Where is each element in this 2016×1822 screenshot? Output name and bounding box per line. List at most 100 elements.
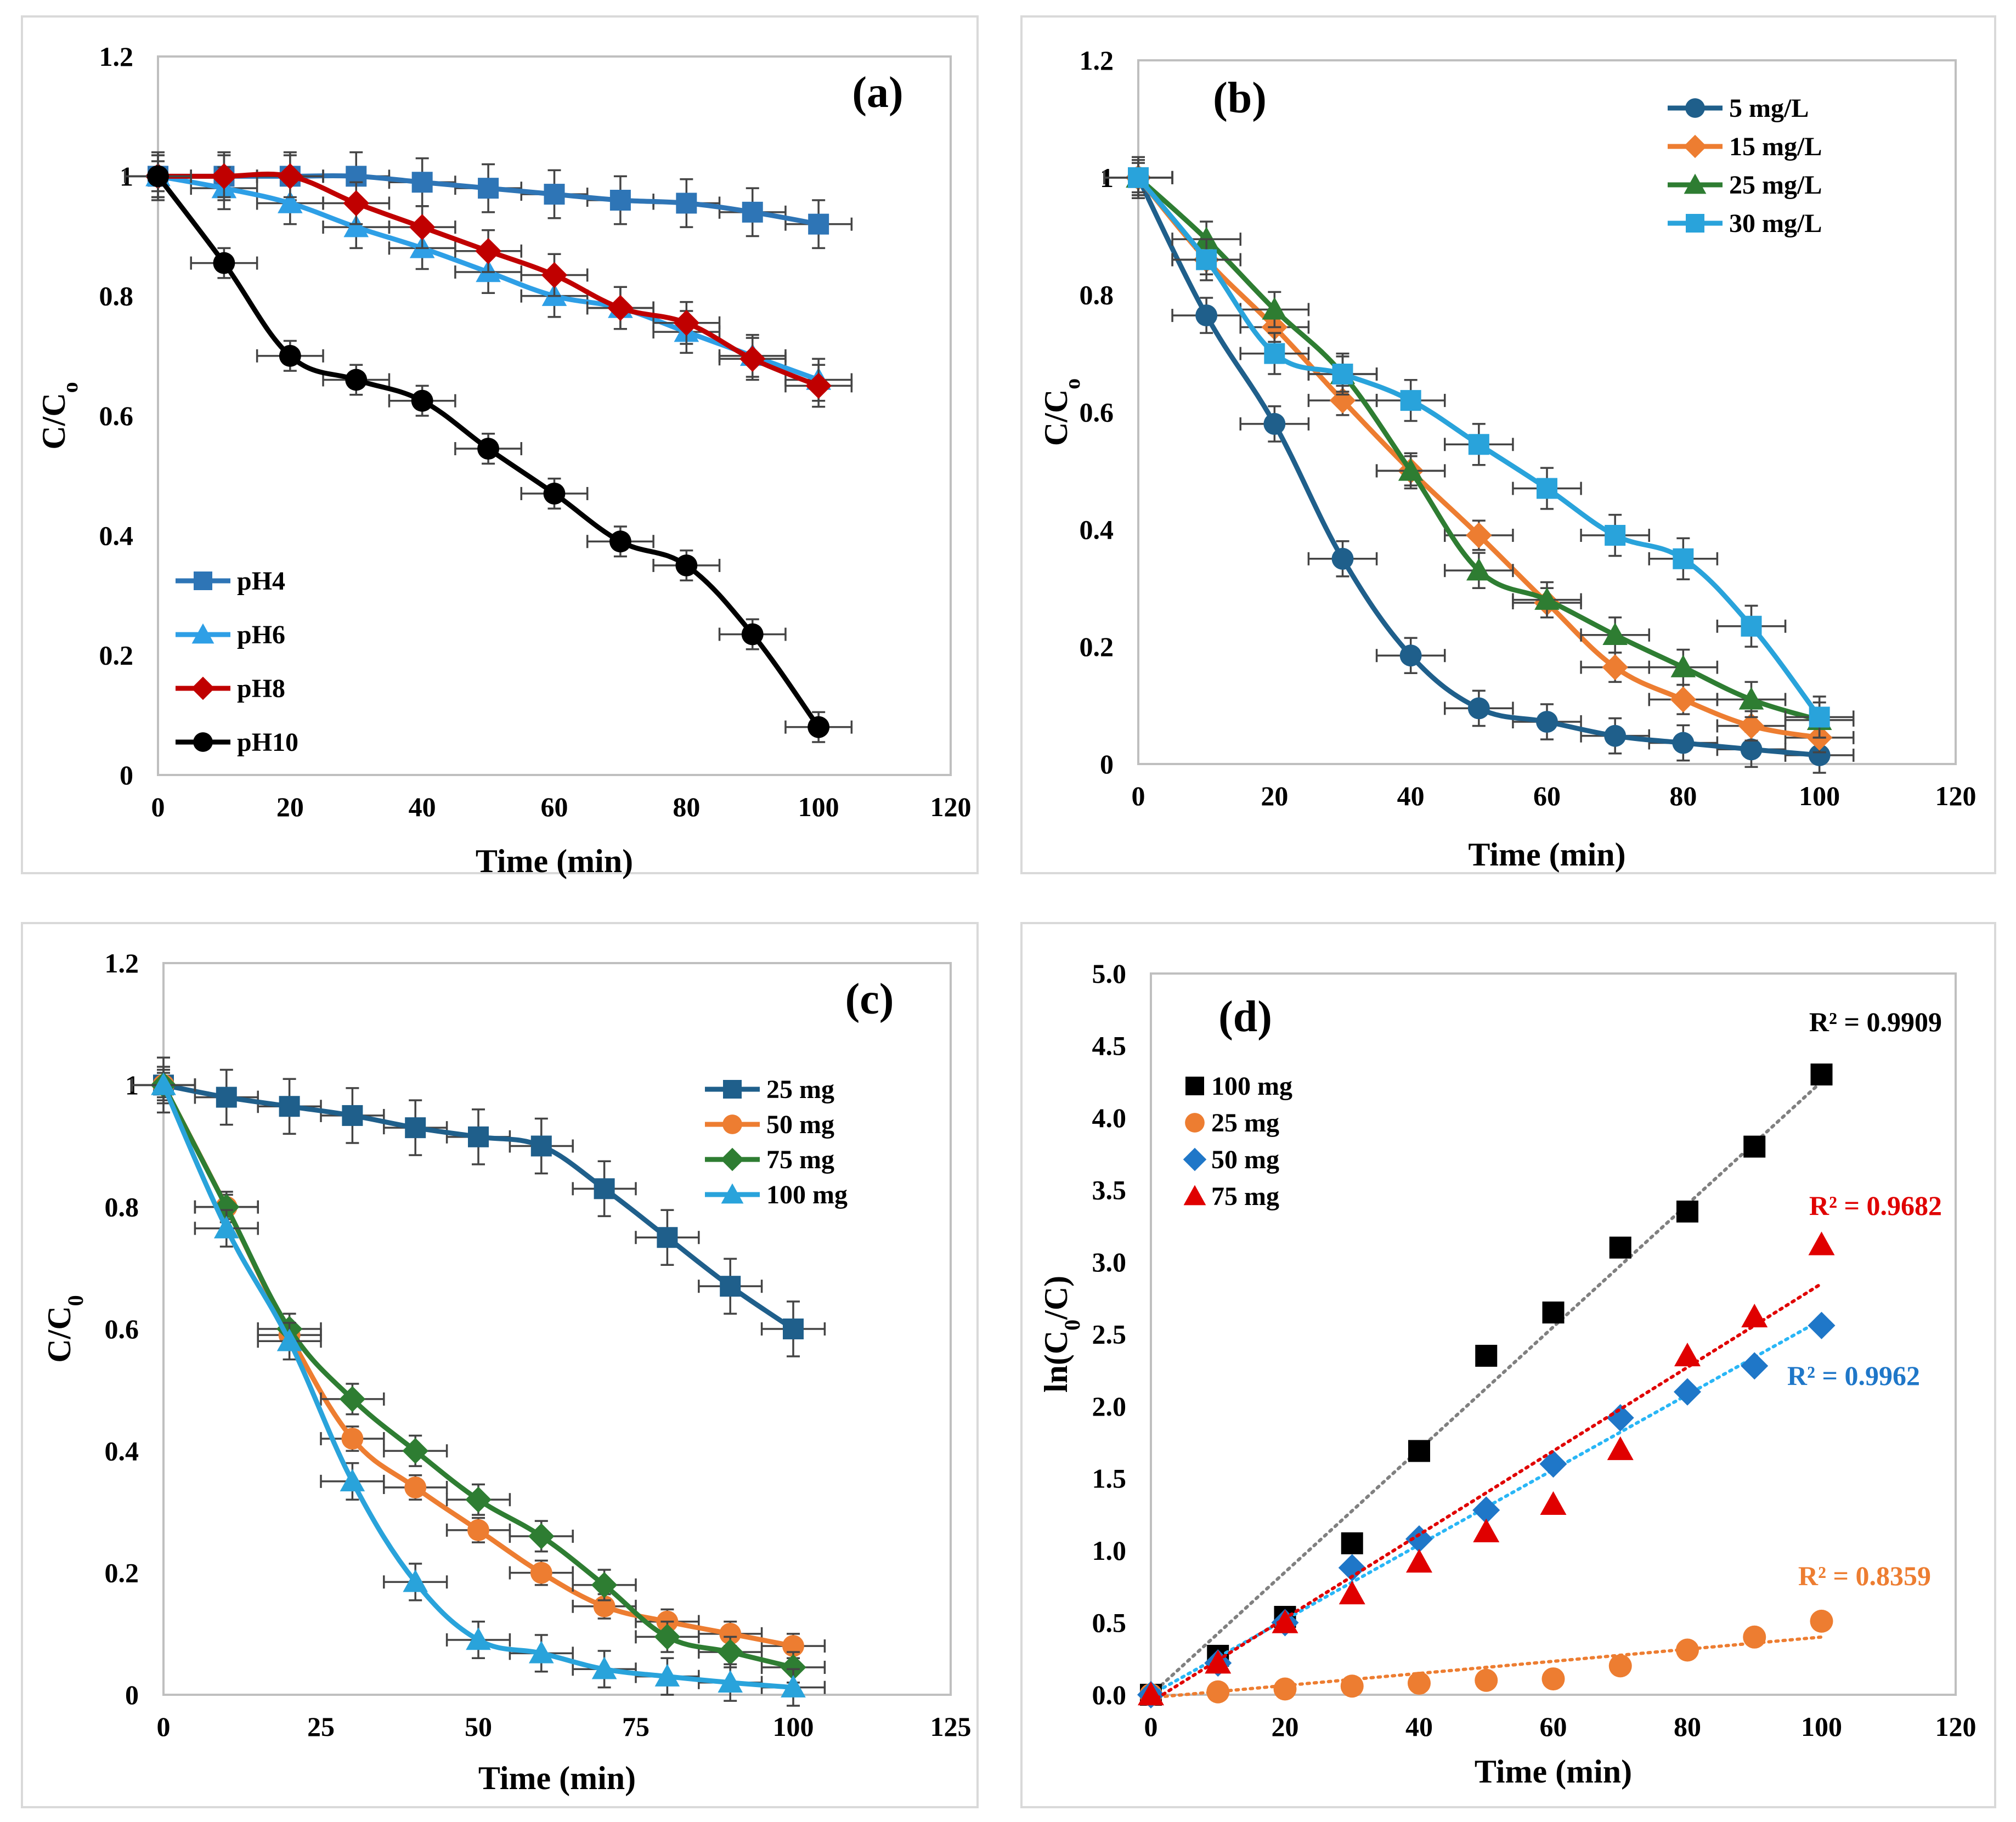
data-point [342, 1105, 363, 1126]
legend-marker [191, 676, 215, 700]
data-point [1738, 712, 1765, 739]
y-tick-label: 0.6 [99, 400, 134, 431]
legend-label: 25 mg/L [1729, 171, 1822, 200]
y-tick-label: 1.2 [1080, 45, 1114, 76]
data-point [1475, 1344, 1498, 1367]
data-point [1605, 525, 1626, 546]
legend-label: 50 mg [1211, 1145, 1279, 1174]
data-point [591, 1656, 617, 1679]
x-tick-label: 75 [622, 1711, 650, 1742]
legend-marker [1185, 1077, 1204, 1095]
y-tick-label: 3.5 [1092, 1175, 1127, 1206]
y-tick-label: 4.5 [1092, 1031, 1127, 1061]
data-point [343, 190, 369, 217]
legend-item: 30 mg/L [1668, 209, 1822, 238]
data-point [279, 1096, 300, 1117]
data-point [276, 1328, 302, 1351]
data-point [528, 1523, 555, 1549]
data-point [1808, 1231, 1835, 1255]
x-tick-label: 40 [1397, 780, 1425, 811]
x-tick-label: 60 [1533, 780, 1561, 811]
legend-label: 25 mg [766, 1075, 834, 1104]
data-point [544, 184, 565, 205]
legend-label: 5 mg/L [1729, 94, 1809, 123]
data-point [1206, 1680, 1230, 1704]
legend-item: 75 mg [1183, 1182, 1279, 1211]
y-tick-label: 5.0 [1092, 958, 1127, 989]
legend-marker [1685, 98, 1705, 118]
data-point [411, 172, 433, 193]
data-point [477, 438, 500, 460]
data-point [1339, 1580, 1365, 1605]
legend-item: 5 mg/L [1668, 94, 1809, 123]
y-tick-label: 0.2 [1080, 631, 1114, 662]
data-point [467, 1519, 489, 1541]
legend-marker [1183, 1185, 1206, 1206]
data-point [1338, 1554, 1366, 1582]
data-point [343, 214, 369, 237]
legend-marker [1686, 214, 1704, 233]
series-line [163, 1082, 795, 1331]
y-tick-label: 1.2 [105, 948, 139, 978]
data-point [654, 1623, 681, 1650]
y-axis-title-subscript: 0 [1060, 1320, 1085, 1331]
data-point [1607, 1436, 1634, 1461]
data-point [807, 716, 830, 738]
x-tick-label: 120 [1935, 1711, 1977, 1742]
r-squared-label: R² = 0.9682 [1809, 1190, 1942, 1221]
y-tick-label: 1.0 [1092, 1535, 1127, 1566]
data-point [1272, 1609, 1298, 1633]
data-point [340, 1469, 365, 1492]
x-tick-label: 0 [1132, 780, 1145, 811]
data-point [151, 1072, 176, 1095]
data-point [529, 1640, 554, 1663]
legend-label: 25 mg [1211, 1108, 1279, 1138]
x-tick-label: 100 [773, 1711, 814, 1742]
data-point [808, 213, 829, 235]
data-point [1670, 654, 1696, 677]
data-point [609, 530, 631, 553]
y-axis-title-subscript: 0 [63, 1295, 88, 1306]
plot-area [157, 55, 952, 776]
data-point [805, 372, 832, 399]
data-point [277, 163, 303, 190]
x-axis-title: Time (min) [1475, 1753, 1632, 1790]
x-tick-label: 0 [1144, 1711, 1158, 1742]
legend-item: pH6 [176, 620, 285, 649]
data-point [1398, 458, 1424, 481]
data-point [609, 190, 631, 211]
legend-label: 75 mg [766, 1145, 834, 1174]
data-point [720, 1276, 741, 1297]
data-point [719, 1622, 742, 1645]
data-point [1264, 343, 1285, 364]
data-point [341, 1428, 364, 1450]
data-point [654, 1663, 680, 1687]
legend-marker [194, 572, 212, 590]
data-point [675, 554, 698, 576]
panel-label: (c) [845, 975, 894, 1023]
x-tick-label: 100 [798, 791, 839, 822]
legend-marker [722, 1114, 742, 1134]
legend-marker [191, 623, 214, 644]
legend-label: pH4 [237, 567, 285, 596]
y-tick-label: 0.4 [99, 520, 134, 551]
x-tick-label: 50 [465, 1711, 492, 1742]
y-tick-label: 0 [1100, 749, 1114, 779]
legend-marker [721, 1183, 744, 1204]
panel-label: (b) [1213, 74, 1267, 122]
data-point [211, 163, 238, 190]
r-squared-label: R² = 0.9962 [1787, 1360, 1920, 1391]
data-point [543, 482, 566, 505]
data-point [1604, 725, 1627, 747]
x-tick-label: 80 [673, 791, 700, 822]
data-point [741, 623, 764, 646]
data-point [1205, 1650, 1232, 1674]
y-axis-title-subscript: o [58, 382, 82, 393]
chart-panel-d: 0 20 40 60 80 100 120 0.0 0.5 1.0 1.5 2.0 2.5 3.0 3.5 4… [1020, 922, 1996, 1808]
data-point [216, 1087, 237, 1108]
legend-item: 25 mg/L [1668, 171, 1822, 200]
legend-label: pH10 [237, 728, 298, 757]
data-point [1331, 547, 1354, 570]
